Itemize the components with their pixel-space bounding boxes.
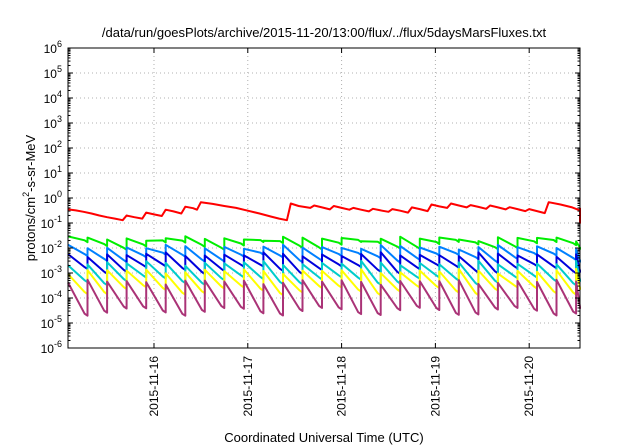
series-line-3 (67, 251, 581, 275)
y-axis-label: protons/cm2-s-sr-MeV (21, 134, 38, 261)
y-tick-label: 101 (44, 164, 62, 181)
x-tick-label: 2015-11-16 (147, 356, 161, 417)
y-tick-label: 10-1 (41, 214, 62, 231)
series-line-0 (67, 201, 581, 224)
y-tick-label: 10-5 (41, 314, 62, 331)
x-axis-ticks: 2015-11-16 2015-11-17 2015-11-18 2015-11-19… (147, 48, 536, 417)
series-line-2 (67, 243, 581, 264)
y-axis-ticks: 10-6 10-5 10-4 10-3 10-2 10-1 100 101 102 103 104 1… (41, 39, 580, 356)
grid-lines (68, 48, 580, 348)
y-tick-label: 100 (44, 189, 62, 206)
x-tick-label: 2015-11-17 (241, 356, 255, 417)
x-tick-label: 2015-11-20 (522, 356, 536, 417)
y-tick-label: 105 (44, 64, 62, 81)
series-line-1 (67, 235, 581, 251)
y-tick-label: 106 (44, 39, 62, 56)
series-layer (67, 201, 581, 317)
y-tick-label: 10-2 (41, 239, 62, 256)
x-tick-label: 2015-11-19 (428, 356, 442, 417)
y-tick-label: 10-3 (41, 264, 62, 281)
y-tick-label: 104 (44, 89, 62, 106)
series-line-5 (67, 267, 581, 297)
series-line-4 (67, 259, 581, 287)
series-line-6 (67, 278, 581, 317)
y-tick-label: 10-6 (41, 339, 62, 356)
y-tick-label: 102 (44, 139, 62, 156)
x-axis-label: Coordinated Universal Time (UTC) (224, 430, 423, 445)
y-tick-label: 10-4 (41, 289, 62, 306)
chart-title: /data/run/goesPlots/archive/2015-11-20/1… (102, 25, 547, 40)
y-tick-label: 103 (44, 114, 62, 131)
x-tick-label: 2015-11-18 (335, 356, 349, 417)
